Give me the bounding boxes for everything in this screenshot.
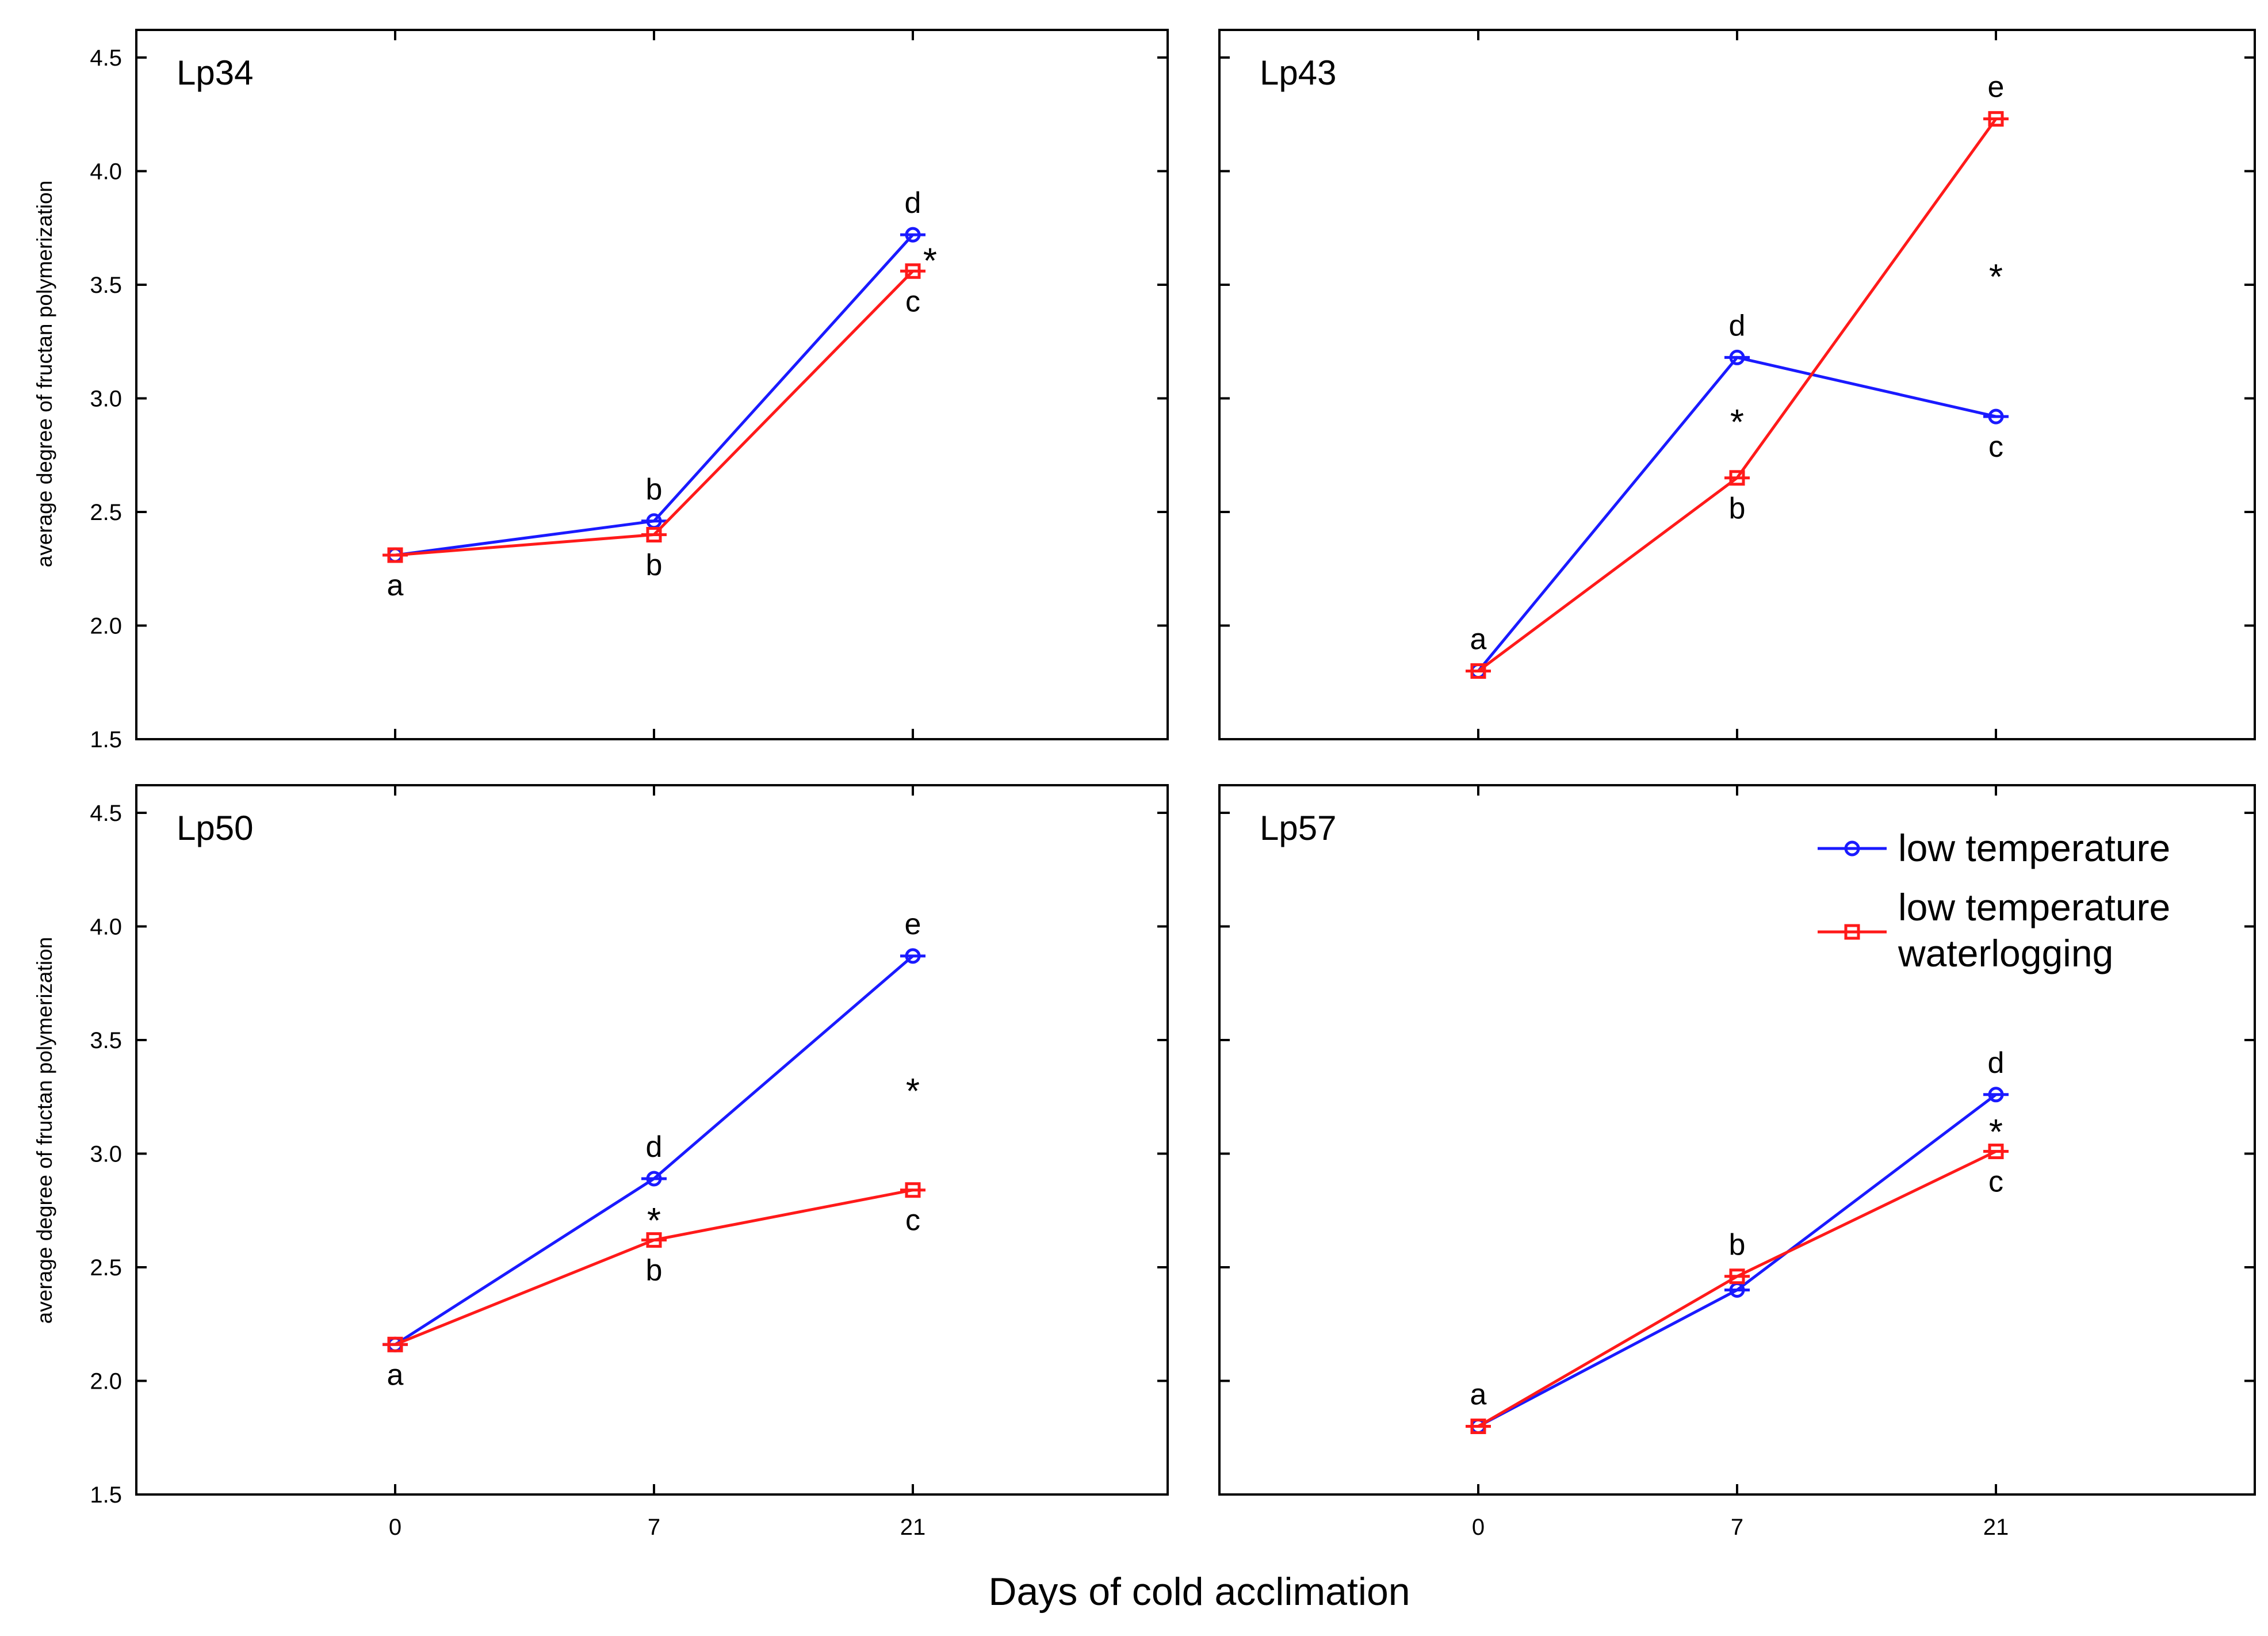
data-point-square [387, 1336, 403, 1352]
y-tick-label: 4.0 [90, 915, 122, 940]
significance-star: * [1989, 257, 2003, 297]
series-line-low-temperature [395, 234, 914, 557]
panel-title: Lp43 [1260, 53, 1336, 92]
panel-lp43: Lp43 a d b c e * * [1218, 29, 2256, 740]
data-point-square [387, 547, 403, 563]
x-tick-label: 7 [648, 1515, 660, 1540]
group-letter: e [1988, 71, 2005, 104]
data-point-square [1729, 1268, 1745, 1285]
legend-label: low temperature [1898, 886, 2170, 928]
panel-lp34: 1.5 2.0 2.5 3.0 3.5 4.0 4.5 Lp34 a b b d c* [90, 29, 1169, 752]
group-letter: b [646, 549, 663, 582]
plot-frame [1218, 29, 2256, 740]
y-tick-label: 3.0 [90, 1142, 122, 1167]
y-axis-label-bottom: average degree of fructan polymerization [33, 937, 56, 1324]
y-tick-label: 2.5 [90, 1255, 122, 1280]
significance-star: * [1730, 403, 1744, 442]
data-point-square [1988, 1144, 2004, 1160]
y-tick-label: 4.0 [90, 159, 122, 185]
legend-label: waterlogging [1898, 932, 2113, 974]
legend-marker-square [1844, 924, 1860, 940]
data-point-circle [1729, 349, 1745, 365]
data-point-square [646, 1232, 662, 1248]
group-letter: d [646, 1130, 663, 1164]
significance-star: * [923, 242, 937, 281]
group-letter: b [646, 473, 663, 506]
plot-frame [135, 784, 1169, 1496]
group-letter: a [1470, 623, 1487, 656]
data-point-square [1470, 663, 1486, 679]
x-tick-label: 0 [389, 1515, 401, 1540]
data-point-square [905, 1182, 921, 1198]
data-point-square [905, 263, 921, 279]
legend-marker-circle [1844, 840, 1860, 857]
y-tick-label: 2.5 [90, 500, 122, 525]
y-tick-label: 2.0 [90, 614, 122, 639]
data-point-circle [646, 1171, 662, 1187]
significance-star: * [647, 1201, 661, 1241]
series-line-waterlogging [1477, 118, 1998, 672]
data-point-circle [905, 227, 921, 243]
x-tick-label: 0 [1472, 1515, 1485, 1540]
data-point-square [1988, 111, 2004, 127]
y-tick-label: 1.5 [90, 1482, 122, 1508]
y-tick-label: 4.5 [90, 801, 122, 826]
group-letter: e [905, 908, 921, 941]
legend-label: low temperature [1898, 827, 2170, 869]
data-point-square [1729, 470, 1745, 486]
panels: 1.52.02.53.03.54.04.5 Lp34abbdc*Lp43adbce… [90, 29, 2256, 1540]
data-point-circle [1988, 408, 2004, 425]
group-letter: d [905, 186, 921, 220]
group-letter: c [905, 1204, 920, 1237]
panel-lp57: 0 7 21 Lp57 a b d c * [1218, 784, 2256, 1540]
panel-title: Lp57 [1260, 809, 1336, 847]
data-point-circle [1988, 1087, 2004, 1103]
x-tick-label: 21 [1983, 1515, 2009, 1540]
panel-title: Lp34 [177, 53, 253, 92]
group-letter: c [1988, 1165, 2003, 1199]
x-tick-label: 7 [1731, 1515, 1743, 1540]
y-tick-label: 1.5 [90, 727, 122, 752]
panel-title: Lp50 [177, 809, 253, 847]
group-letter: d [1729, 309, 1746, 342]
y-tick-label: 2.0 [90, 1369, 122, 1394]
y-tick-label: 4.5 [90, 45, 122, 71]
group-letter: b [1729, 492, 1746, 525]
y-axis-label-top: average degree of fructan polymerization [33, 181, 56, 568]
data-point-square [1470, 1419, 1486, 1434]
y-tick-label: 3.0 [90, 387, 122, 412]
significance-star: * [1989, 1113, 2003, 1152]
group-letter: a [387, 1358, 404, 1392]
data-point-square [646, 527, 662, 542]
group-letter: c [1988, 430, 2003, 464]
series-line-waterlogging [395, 270, 914, 557]
significance-star: * [906, 1072, 920, 1111]
group-letter: d [1988, 1046, 2005, 1080]
group-letter: b [646, 1254, 663, 1287]
panel-lp50: 1.5 2.0 2.5 3.0 3.5 4.0 4.5 0 7 21 Lp50 a d b e c * * [90, 784, 1169, 1540]
group-letter: a [387, 569, 404, 602]
group-letter: a [1470, 1378, 1487, 1412]
plot-frame [135, 29, 1169, 740]
x-axis-label: Days of cold acclimation [988, 1570, 1410, 1614]
group-letter: c [905, 285, 920, 318]
data-point-circle [905, 948, 921, 964]
x-tick-label: 21 [900, 1515, 926, 1540]
y-tick-label: 3.5 [90, 273, 122, 298]
group-letter: b [1729, 1228, 1746, 1262]
y-tick-label: 3.5 [90, 1028, 122, 1053]
